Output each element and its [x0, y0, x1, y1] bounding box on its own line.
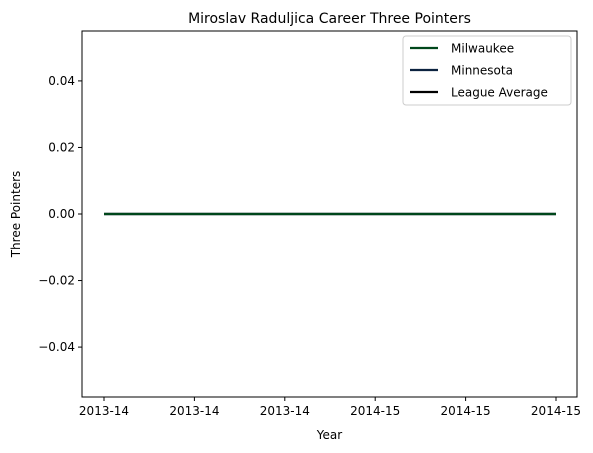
legend-label: League Average	[451, 86, 548, 100]
legend-label: Milwaukee	[451, 42, 514, 56]
x-tick-label: 2014-15	[531, 404, 581, 418]
y-axis-label: Three Pointers	[9, 171, 23, 259]
y-axis: −0.04 −0.02 0.00 0.02 0.04	[38, 74, 82, 354]
legend-label: Minnesota	[451, 64, 513, 78]
y-tick-label: 0.04	[48, 74, 75, 88]
y-tick-label: 0.00	[48, 207, 75, 221]
x-tick-label: 2013-14	[79, 404, 129, 418]
chart-title: Miroslav Raduljica Career Three Pointers	[188, 11, 471, 27]
legend: Milwaukee Minnesota League Average	[402, 35, 572, 106]
x-tick-label: 2013-14	[169, 404, 219, 418]
y-tick-label: 0.02	[48, 140, 75, 154]
y-tick-label: −0.02	[38, 274, 75, 288]
x-tick-label: 2013-14	[260, 404, 310, 418]
x-axis: 2013-14 2013-14 2013-14 2014-15 2014-15 2014-…	[79, 397, 581, 418]
x-tick-label: 2014-15	[350, 404, 400, 418]
x-tick-label: 2014-15	[441, 404, 491, 418]
legend-frame	[402, 35, 572, 106]
x-axis-label: Year	[316, 428, 342, 442]
y-tick-label: −0.04	[38, 340, 75, 354]
